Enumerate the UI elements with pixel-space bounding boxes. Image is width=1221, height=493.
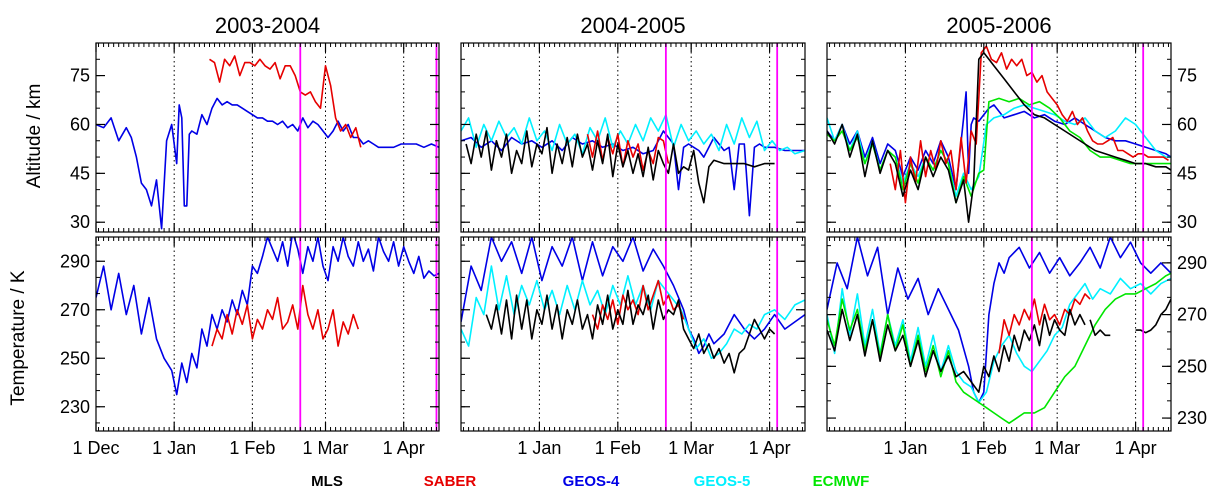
legend-geos-5: GEOS-5 — [694, 473, 751, 490]
legend-mls: MLS — [311, 473, 343, 490]
legend-ecmwf: ECMWF — [813, 473, 870, 490]
panel-frame — [460, 42, 806, 233]
series-saber — [586, 130, 670, 171]
series-saber — [591, 279, 685, 330]
x-tick-label: 1 Jan — [152, 438, 196, 458]
panel-bottom-left: 1 Dec 1 Jan 1 Feb 1 Mar 1 Apr 230 250 270 290 — [60, 236, 440, 458]
x-tick-label: 1 Apr — [1115, 438, 1157, 458]
panel-title: 2004-2005 — [580, 13, 685, 38]
panel-top-right: 30 45 60 75 2005-2006 — [826, 13, 1197, 233]
panel-frame — [460, 236, 806, 432]
series-geos-5 — [461, 113, 805, 155]
panel-top-left: 30 45 60 75 2003-2004 — [70, 13, 440, 233]
x-tick-label: 1 Mar — [668, 438, 714, 458]
panel-title: 2003-2004 — [215, 13, 320, 38]
panel-frame — [95, 236, 440, 432]
panel-frame — [95, 42, 440, 233]
series-saber — [209, 55, 362, 148]
series-mls — [1089, 319, 1111, 337]
y-tick-label: 60 — [1177, 114, 1197, 134]
series-group — [461, 113, 805, 217]
series-geos-4 — [827, 91, 1171, 191]
legend: MLS SABER GEOS-4 GEOS-5 ECMWF — [311, 473, 869, 490]
series-group — [827, 237, 1171, 424]
series-geos-4 — [96, 97, 439, 230]
panel-bottom-right: 1 Jan 1 Feb 1 Mar 1 Apr 230 250 270 290 — [826, 236, 1207, 458]
panels: 30 45 60 75 2003-2004 2004-2005 30 45 60 75 2005-2… — [60, 13, 1207, 458]
series-group — [461, 237, 805, 374]
series-saber — [211, 284, 360, 347]
series-group — [827, 45, 1171, 223]
x-tick-label: 1 Mar — [1034, 438, 1080, 458]
x-tick-label: 1 Apr — [383, 438, 425, 458]
ylabel-temperature: Temperature / K — [8, 270, 29, 405]
series-geos-5 — [461, 265, 805, 360]
y-tick-label: 75 — [1177, 66, 1197, 86]
y-tick-label: 290 — [1177, 253, 1207, 273]
series-mls — [827, 308, 1086, 393]
legend-saber: SABER — [424, 473, 477, 490]
y-tick-label: 250 — [1177, 356, 1207, 376]
panel-frame — [826, 236, 1172, 432]
series-saber — [889, 45, 1169, 204]
y-tick-label: 60 — [70, 114, 90, 134]
legend-geos-4: GEOS-4 — [563, 473, 620, 490]
panel-bottom-middle: 1 Jan 1 Feb 1 Mar 1 Apr — [460, 236, 806, 458]
series-geos-4 — [827, 237, 1171, 404]
series-geos-4 — [96, 237, 439, 396]
series-group — [96, 55, 439, 230]
x-tick-label: 1 Apr — [749, 438, 791, 458]
y-tick-label: 45 — [1177, 163, 1197, 183]
series-mls — [1135, 298, 1171, 334]
y-tick-label: 30 — [70, 212, 90, 232]
panel-title: 2005-2006 — [946, 13, 1051, 38]
x-tick-label: 1 Dec — [72, 438, 119, 458]
series-mls — [827, 52, 1171, 223]
series-saber — [998, 293, 1091, 354]
panel-frame — [826, 42, 1172, 233]
x-tick-label: 1 Jan — [883, 438, 927, 458]
ylabel-altitude: Altitude / km — [24, 84, 45, 189]
y-tick-label: 270 — [1177, 305, 1207, 325]
y-tick-label: 290 — [60, 251, 90, 271]
y-tick-label: 250 — [60, 348, 90, 368]
y-tick-label: 230 — [60, 397, 90, 417]
y-tick-label: 230 — [1177, 408, 1207, 428]
panel-top-middle: 2004-2005 — [460, 13, 806, 233]
series-mls — [465, 126, 775, 204]
y-tick-label: 30 — [1177, 212, 1197, 232]
x-tick-label: 1 Feb — [229, 438, 275, 458]
y-tick-label: 45 — [70, 163, 90, 183]
series-mls — [485, 289, 776, 374]
x-tick-label: 1 Jan — [517, 438, 561, 458]
x-tick-label: 1 Mar — [302, 438, 348, 458]
series-group — [96, 237, 439, 396]
series-geos-4 — [461, 130, 805, 217]
x-tick-label: 1 Feb — [961, 438, 1007, 458]
series-geos-4 — [461, 237, 805, 355]
x-tick-label: 1 Feb — [595, 438, 641, 458]
y-tick-label: 75 — [70, 66, 90, 86]
y-tick-label: 270 — [60, 300, 90, 320]
